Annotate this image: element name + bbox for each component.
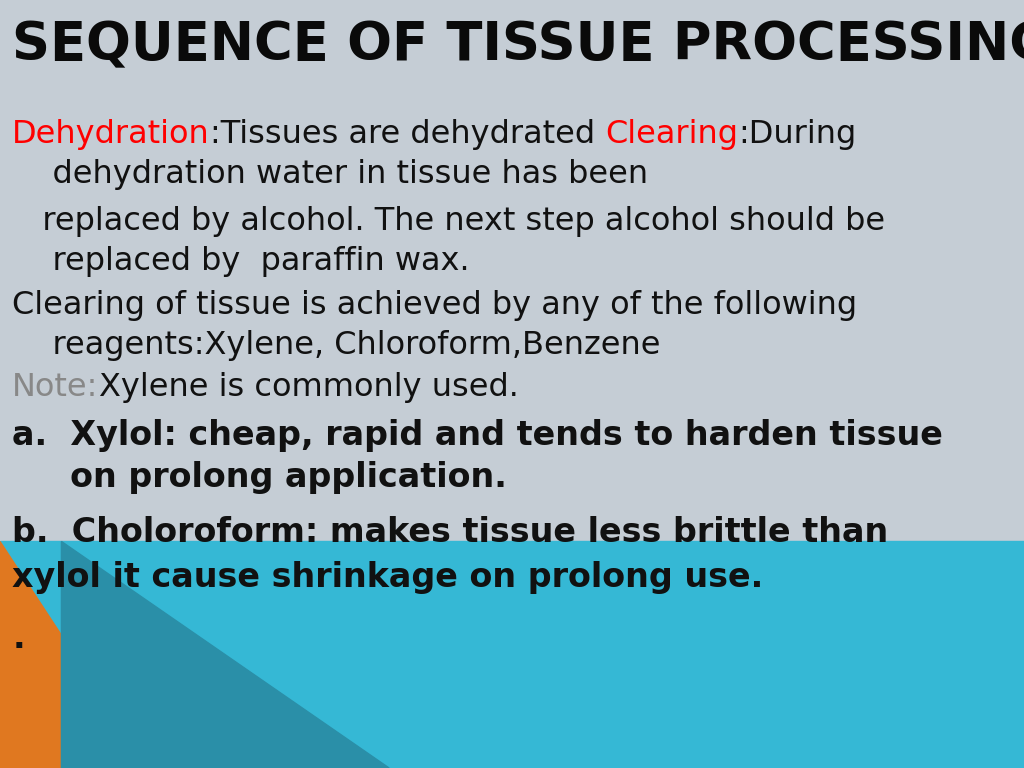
Text: dehydration water in tissue has been: dehydration water in tissue has been [12,159,648,190]
Text: Clearing of tissue is achieved by any of the following: Clearing of tissue is achieved by any of… [12,290,857,321]
Text: .: . [12,622,25,655]
Text: a.  Xylol: cheap, rapid and tends to harden tissue: a. Xylol: cheap, rapid and tends to hard… [12,419,943,452]
Polygon shape [61,541,389,768]
Text: reagents:Xylene, Chloroform,Benzene: reagents:Xylene, Chloroform,Benzene [12,330,660,361]
Text: Xylene is commonly used.: Xylene is commonly used. [98,372,518,403]
Text: b.  Choloroform: makes tissue less brittle than: b. Choloroform: makes tissue less brittl… [12,516,889,549]
Text: replaced by  paraffin wax.: replaced by paraffin wax. [12,246,470,276]
Polygon shape [0,541,148,768]
Text: Dehydration: Dehydration [12,119,210,150]
Text: Note:: Note: [12,372,98,403]
Text: on prolong application.: on prolong application. [12,461,507,494]
Text: xylol it cause shrinkage on prolong use.: xylol it cause shrinkage on prolong use. [12,561,764,594]
Text: :Tissues are dehydrated: :Tissues are dehydrated [210,119,605,150]
Text: :During: :During [738,119,856,150]
Text: replaced by alcohol. The next step alcohol should be: replaced by alcohol. The next step alcoh… [12,206,886,237]
Text: SEQUENCE OF TISSUE PROCESSING: SEQUENCE OF TISSUE PROCESSING [12,19,1024,71]
Bar [0,541,1024,768]
Text: Clearing: Clearing [605,119,738,150]
